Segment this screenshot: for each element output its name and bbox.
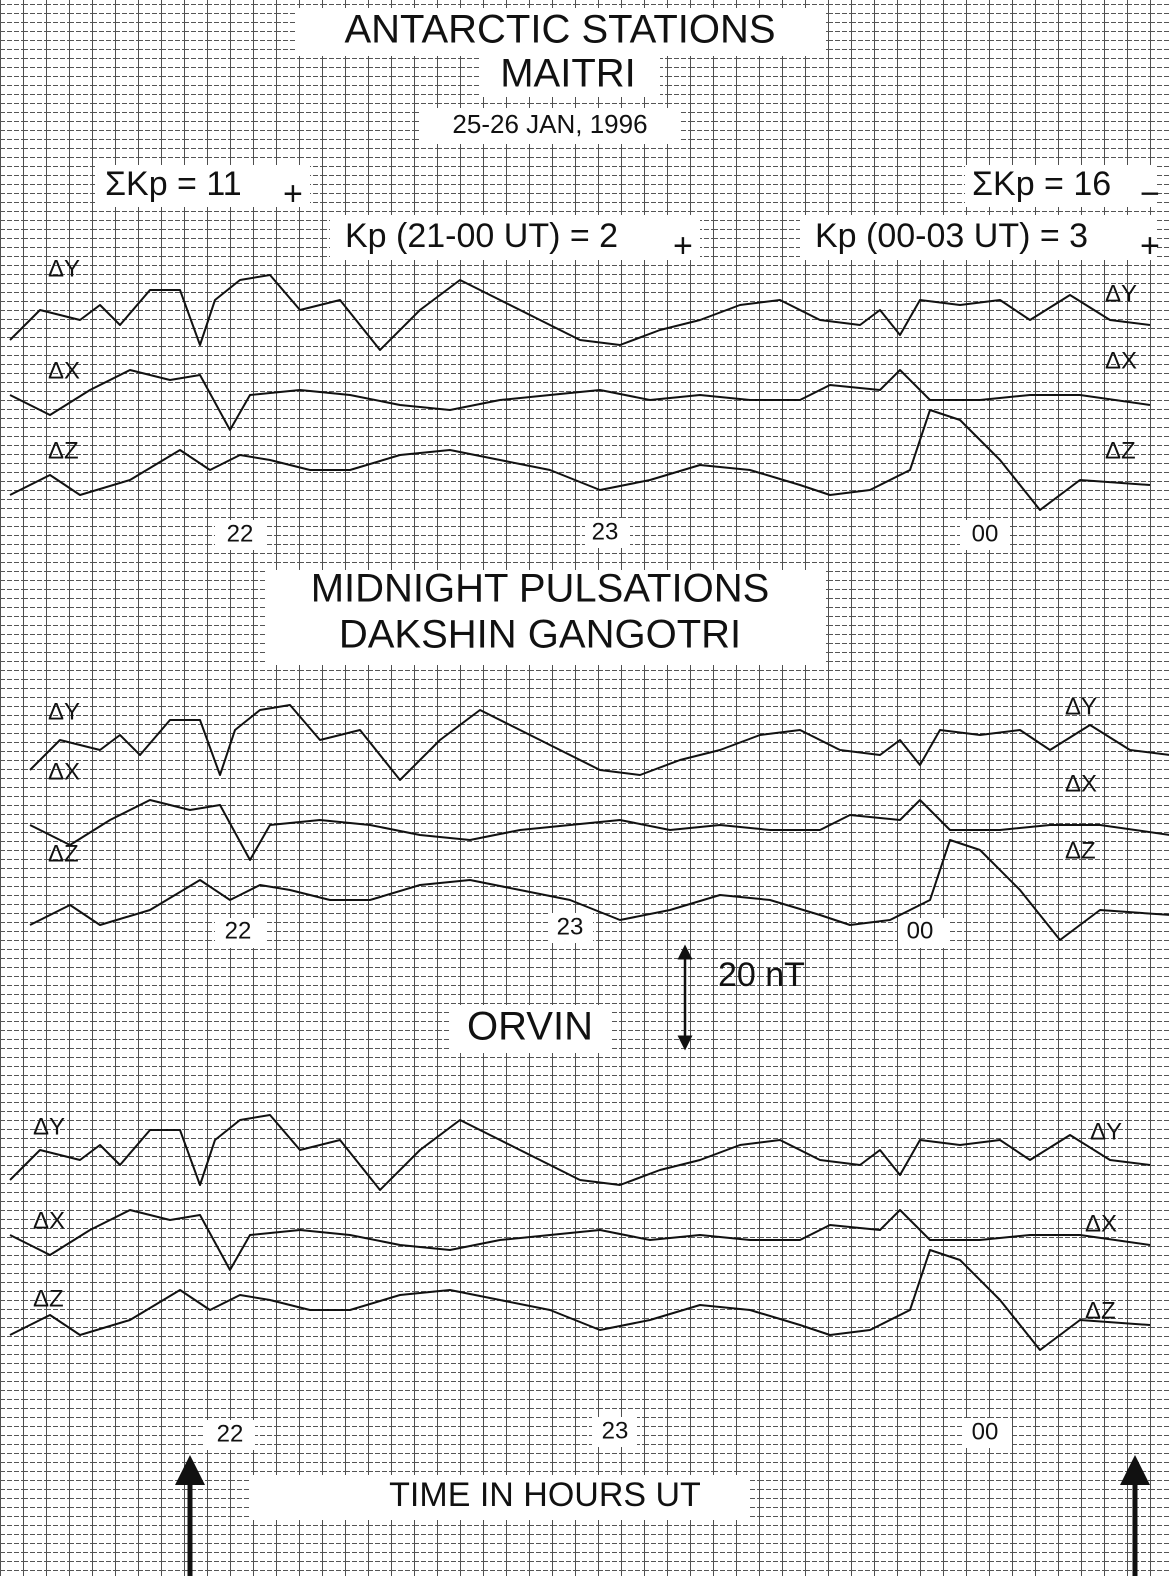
kp-range: Kp (00-03 UT) = 3 [815,217,1088,255]
kp-sign: + [283,175,303,213]
trace-label: ΔZ [48,437,79,464]
trace-label: ΔX [1085,1210,1117,1237]
station: DAKSHIN GANGOTRI [339,613,741,657]
trace-dy [9,274,1151,351]
kp-range: Kp (21-00 UT) = 2 [345,217,618,255]
hour-label: 00 [972,1418,999,1445]
station: ORVIN [467,1005,593,1049]
trace-label: ΔX [1105,347,1137,374]
hour-label: 22 [227,520,254,547]
trace-label: ΔZ [1085,1297,1116,1324]
kp-sign: + [1140,227,1160,265]
trace-label: ΔX [48,758,80,785]
kp-sum: ΣKp = 16 [972,165,1111,203]
axis-label: TIME IN HOURS UT [389,1476,701,1514]
trace-label: ΔZ [33,1285,64,1312]
trace-label: ΔZ [1105,437,1136,464]
hour-label: 23 [557,913,584,940]
title: ANTARCTIC STATIONS [344,8,775,52]
trace-label: ΔX [48,357,80,384]
kp-sign: + [673,227,693,265]
kp-sign: − [1140,175,1160,213]
trace-label: ΔX [1065,770,1097,797]
magnetogram-traces [9,274,1151,511]
trace-label: ΔY [48,255,80,282]
trace-label: ΔY [1065,693,1097,720]
hour-label: 00 [907,917,934,944]
station: MAITRI [500,52,636,96]
trace-label: ΔZ [1065,837,1096,864]
trace-dx [9,369,1151,431]
date: 25-26 JAN, 1996 [452,109,647,139]
label-backgrounds [95,8,1155,1520]
trace-label: ΔZ [48,840,79,867]
trace-label: ΔX [33,1207,65,1234]
hour-label: 22 [225,917,252,944]
trace-label: ΔY [33,1113,65,1140]
trace-label: ΔY [48,698,80,725]
hour-label: 22 [217,1420,244,1447]
kp-sum: ΣKp = 11 [105,165,242,203]
scale-label: 20 nT [718,956,805,994]
trace-label: ΔY [1105,280,1137,307]
hour-label: 00 [972,520,999,547]
hour-label: 23 [592,518,619,545]
trace-dz [9,409,1151,511]
trace-label: ΔY [1090,1118,1122,1145]
heading: MIDNIGHT PULSATIONS [311,567,770,611]
hour-label: 23 [602,1417,629,1444]
